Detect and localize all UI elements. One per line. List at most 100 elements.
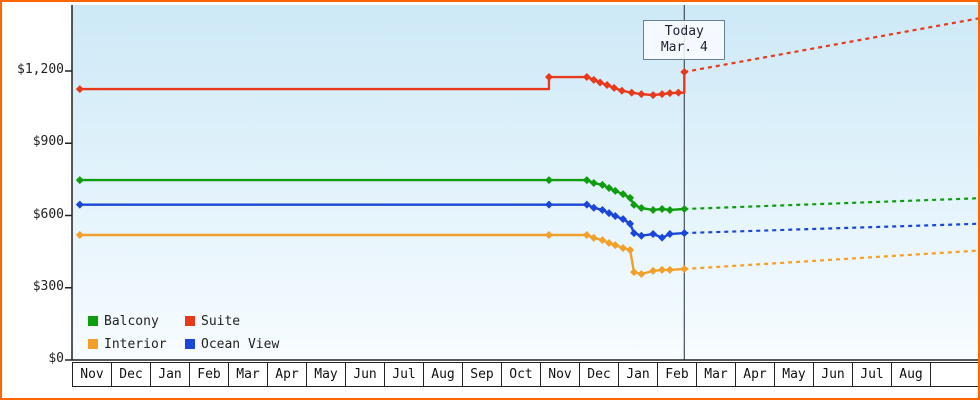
data-point-marker-suite — [680, 67, 689, 76]
data-point-marker-balcony — [605, 184, 614, 193]
data-point-marker-suite — [589, 75, 598, 84]
legend-swatch-icon — [88, 339, 98, 349]
data-point-marker-interior — [582, 231, 591, 240]
data-point-marker-balcony — [598, 180, 607, 189]
month-label: Aug — [891, 362, 931, 387]
month-label: Jan — [150, 362, 190, 387]
month-label: May — [306, 362, 346, 387]
data-point-marker-interior — [665, 265, 674, 274]
month-label: Apr — [267, 362, 307, 387]
month-label: Mar — [696, 362, 736, 387]
data-point-marker-balcony — [680, 204, 689, 213]
data-point-marker-balcony — [665, 205, 674, 214]
data-point-marker-interior — [605, 238, 614, 247]
legend-swatch-icon — [88, 316, 98, 326]
month-label: Jun — [345, 362, 385, 387]
legend-label: Interior — [104, 336, 167, 352]
month-label: Apr — [735, 362, 775, 387]
series-forecast-balcony — [684, 197, 978, 211]
data-point-marker-ocean-view — [619, 215, 628, 224]
data-point-marker-ocean-view — [658, 233, 667, 242]
data-point-marker-suite — [649, 91, 658, 100]
data-point-marker-suite — [596, 78, 605, 87]
month-label: Jul — [384, 362, 424, 387]
series-forecast-ocean-view — [684, 222, 978, 235]
data-point-marker-ocean-view — [649, 230, 658, 239]
month-label: Dec — [579, 362, 619, 387]
data-point-marker-ocean-view — [598, 205, 607, 214]
data-point-marker-suite — [627, 88, 636, 97]
data-point-marker-ocean-view — [544, 200, 553, 209]
legend-label: Ocean View — [201, 336, 280, 352]
data-point-marker-ocean-view — [665, 230, 674, 239]
data-point-marker-interior — [544, 231, 553, 240]
data-point-marker-suite — [582, 73, 591, 82]
plot-background — [72, 5, 978, 360]
data-point-marker-ocean-view — [626, 219, 635, 228]
month-label: Jun — [813, 362, 853, 387]
data-point-marker-suite — [637, 90, 646, 99]
data-point-marker-interior — [611, 241, 620, 250]
legend-item-balcony: Balcony — [88, 311, 185, 331]
data-point-marker-ocean-view — [582, 200, 591, 209]
data-point-marker-ocean-view — [680, 229, 689, 238]
data-point-marker-balcony — [629, 200, 638, 209]
data-point-marker-ocean-view — [629, 229, 638, 238]
month-cell-empty — [930, 362, 978, 387]
y-axis-tick-label: $0 — [48, 351, 64, 366]
legend: Balcony Suite Interior Ocean View — [88, 311, 279, 354]
data-point-marker-balcony — [658, 204, 667, 213]
data-point-marker-interior — [75, 231, 84, 240]
month-label: Sep — [462, 362, 502, 387]
month-label: Nov — [540, 362, 580, 387]
data-point-marker-suite — [658, 90, 667, 99]
x-axis-month-labels: Nov Dec Jan Feb Mar Apr May Jun Jul Aug Sep Oct Nov D… — [72, 362, 978, 387]
data-point-marker-balcony — [611, 186, 620, 195]
legend-item-interior: Interior — [88, 334, 185, 354]
data-point-marker-balcony — [619, 190, 628, 199]
today-marker-box: Today Mar. 4 — [643, 20, 726, 60]
data-point-marker-ocean-view — [605, 209, 614, 218]
month-label: Feb — [189, 362, 229, 387]
legend-label: Suite — [201, 313, 241, 329]
data-point-marker-interior — [637, 270, 646, 279]
data-point-marker-balcony — [649, 205, 658, 214]
data-point-marker-interior — [629, 268, 638, 277]
legend-swatch-icon — [185, 316, 195, 326]
data-point-marker-suite — [674, 88, 683, 97]
month-label: Mar — [228, 362, 268, 387]
data-point-marker-suite — [603, 80, 612, 89]
legend-item-ocean-view: Ocean View — [185, 334, 279, 354]
month-label: Jul — [852, 362, 892, 387]
month-label: May — [774, 362, 814, 387]
month-label: Dec — [111, 362, 151, 387]
data-point-marker-balcony — [589, 178, 598, 187]
y-axis-tick-label: $600 — [32, 206, 64, 222]
legend-item-suite: Suite — [185, 311, 279, 331]
data-point-marker-suite — [617, 86, 626, 95]
series-forecast-interior — [684, 249, 978, 271]
data-point-marker-balcony — [544, 176, 553, 185]
data-point-marker-balcony — [75, 176, 84, 185]
data-point-marker-suite — [610, 83, 619, 92]
data-point-marker-suite — [75, 85, 84, 94]
today-label: Today — [664, 24, 704, 39]
month-label: Oct — [501, 362, 541, 387]
y-axis-tick-label: $900 — [32, 134, 64, 150]
data-point-marker-balcony — [582, 176, 591, 185]
data-point-marker-ocean-view — [611, 211, 620, 220]
month-label: Aug — [423, 362, 463, 387]
legend-swatch-icon — [185, 339, 195, 349]
data-point-marker-balcony — [637, 204, 646, 213]
data-point-marker-interior — [619, 244, 628, 253]
data-point-marker-interior — [598, 236, 607, 245]
legend-label: Balcony — [104, 313, 159, 329]
data-point-marker-suite — [544, 73, 553, 82]
y-axis-tick-label: $300 — [32, 278, 64, 294]
data-point-marker-interior — [589, 233, 598, 242]
data-point-marker-interior — [626, 245, 635, 254]
data-point-marker-interior — [658, 265, 667, 274]
data-point-marker-ocean-view — [75, 200, 84, 209]
